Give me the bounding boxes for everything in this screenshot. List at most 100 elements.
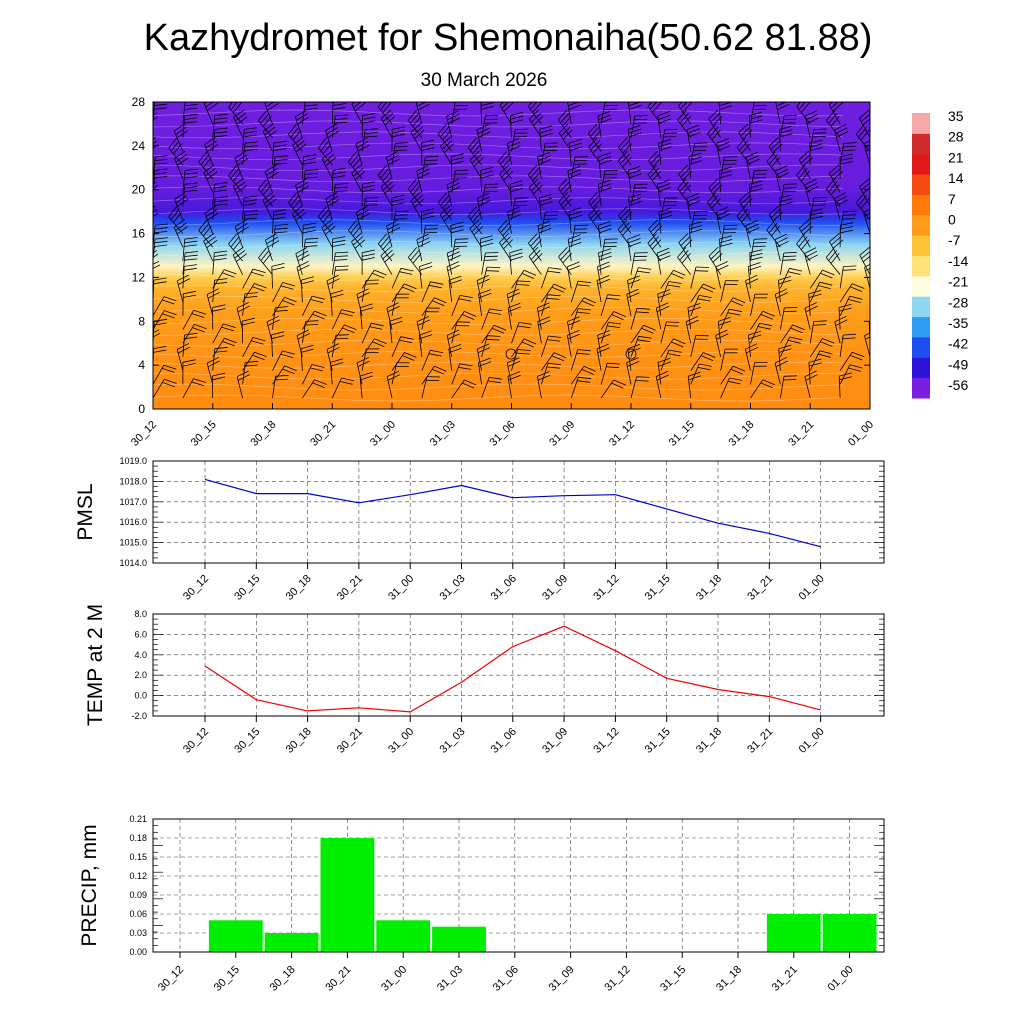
barb-feather bbox=[783, 183, 797, 185]
barb-feather bbox=[153, 277, 167, 281]
barb-staff bbox=[600, 102, 606, 124]
barb-feather bbox=[715, 329, 728, 336]
barb-feather bbox=[694, 211, 708, 213]
barb-feather bbox=[153, 184, 159, 190]
wind-barb bbox=[351, 164, 366, 193]
barb-feather bbox=[417, 237, 430, 244]
barb-feather bbox=[865, 336, 870, 340]
barb-feather bbox=[805, 113, 818, 121]
y-tick-label: 0.09 bbox=[129, 890, 147, 900]
colorbar-segment bbox=[912, 194, 930, 216]
barb-staff bbox=[600, 239, 606, 262]
wind-barb bbox=[481, 377, 503, 399]
wind-barb bbox=[750, 238, 768, 262]
barb-feather bbox=[451, 160, 464, 165]
x-tick-label: 30_12 bbox=[181, 726, 211, 756]
wind-barb bbox=[511, 128, 529, 152]
barb-feather bbox=[597, 278, 610, 285]
barb-feather bbox=[882, 366, 894, 371]
barb-feather bbox=[155, 155, 169, 158]
barb-feather bbox=[274, 378, 289, 381]
colorbar-label: -7 bbox=[948, 232, 961, 248]
wind-barb bbox=[766, 151, 781, 179]
barb-feather bbox=[695, 270, 709, 272]
wind-barb bbox=[242, 337, 266, 358]
barb-feather bbox=[716, 210, 730, 217]
wind-barb bbox=[321, 150, 336, 179]
barb-feather bbox=[693, 214, 707, 216]
barb-feather bbox=[831, 236, 842, 246]
barb-feather bbox=[775, 237, 788, 244]
barb-feather bbox=[568, 169, 581, 175]
barb-feather bbox=[214, 281, 228, 285]
barb-feather bbox=[236, 116, 248, 125]
barb-feather bbox=[658, 207, 672, 213]
barb-feather bbox=[334, 255, 348, 257]
y-tick-label: 2.0 bbox=[134, 670, 147, 680]
barb-feather bbox=[719, 105, 733, 110]
barb-feather bbox=[203, 232, 215, 242]
x-tick-label: 01_00 bbox=[846, 419, 876, 449]
wind-barb bbox=[212, 113, 228, 138]
barb-staff bbox=[749, 184, 751, 207]
barb-feather bbox=[334, 269, 349, 271]
wind-barb bbox=[804, 247, 819, 275]
barb-feather bbox=[236, 302, 249, 309]
barb-feather bbox=[677, 178, 687, 189]
barb-feather bbox=[682, 102, 692, 113]
wind-barb bbox=[540, 267, 562, 289]
contour-line bbox=[153, 230, 844, 237]
wind-barb bbox=[868, 320, 870, 344]
barb-feather bbox=[860, 113, 870, 123]
barb-staff bbox=[331, 252, 336, 275]
wind-barb bbox=[446, 178, 461, 207]
barb-staff bbox=[660, 338, 674, 358]
barb-staff bbox=[439, 214, 453, 234]
wind-barb bbox=[600, 362, 621, 385]
barb-feather bbox=[503, 102, 514, 112]
barb-feather bbox=[746, 346, 759, 354]
barb-staff bbox=[262, 131, 273, 152]
barb-feather bbox=[718, 102, 721, 103]
barb-feather bbox=[224, 269, 237, 275]
wind-barb bbox=[869, 246, 870, 261]
barb-feather bbox=[184, 182, 198, 185]
barb-feather bbox=[700, 286, 714, 293]
wind-barb bbox=[232, 246, 247, 275]
barb-feather bbox=[693, 218, 707, 220]
barb-feather bbox=[658, 292, 671, 299]
barb-feather bbox=[332, 175, 346, 179]
barb-feather bbox=[809, 143, 823, 148]
barb-feather bbox=[599, 159, 612, 165]
barb-feather bbox=[843, 265, 857, 267]
wind-barb bbox=[839, 333, 857, 357]
barb-feather bbox=[258, 110, 267, 121]
barb-feather bbox=[320, 209, 330, 220]
barb-feather bbox=[274, 231, 288, 234]
wind-barb bbox=[272, 155, 289, 179]
barb-feather bbox=[778, 279, 792, 285]
barb-feather bbox=[598, 220, 611, 226]
barb-feather bbox=[341, 377, 355, 382]
wind-barb bbox=[478, 289, 492, 316]
barb-feather bbox=[688, 371, 701, 377]
barb-feather bbox=[798, 167, 808, 179]
barb-feather bbox=[287, 123, 297, 135]
wind-barb bbox=[829, 232, 844, 262]
barb-feather bbox=[481, 105, 494, 110]
wind-barb bbox=[391, 267, 414, 289]
wind-barb bbox=[451, 295, 473, 316]
barb-staff bbox=[347, 161, 363, 180]
barb-feather bbox=[244, 149, 258, 151]
wind-barb bbox=[528, 178, 543, 207]
barb-feather bbox=[402, 286, 415, 293]
wind-barb bbox=[839, 283, 865, 303]
wind-barb bbox=[351, 232, 366, 262]
barb-feather bbox=[264, 126, 276, 136]
barb-feather bbox=[778, 348, 792, 353]
barb-feather bbox=[214, 185, 228, 189]
barb-feather bbox=[724, 224, 738, 226]
wind-barb bbox=[511, 269, 537, 289]
wind-barb bbox=[258, 247, 273, 275]
barb-feather bbox=[779, 202, 793, 206]
